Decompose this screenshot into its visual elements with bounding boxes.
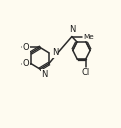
Text: O: O [23, 43, 29, 52]
Text: Me: Me [83, 34, 94, 40]
Text: Cl: Cl [82, 68, 90, 77]
Text: N: N [41, 70, 47, 79]
Text: N: N [52, 48, 58, 57]
Text: O: O [23, 59, 29, 68]
Text: N: N [69, 25, 75, 34]
